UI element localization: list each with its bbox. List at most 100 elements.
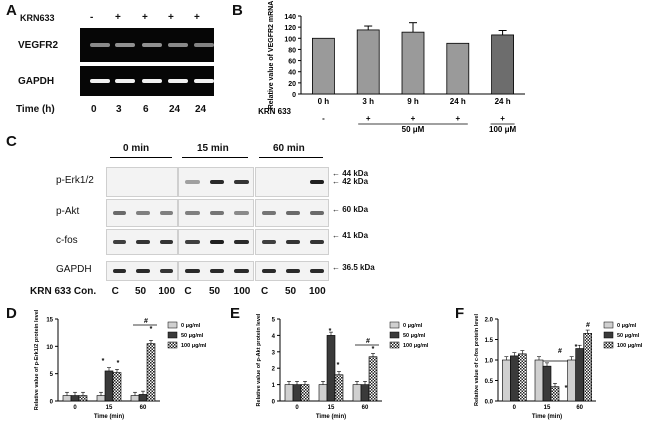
bar	[70, 395, 80, 402]
legend-swatch	[167, 341, 178, 349]
kda-label: ← 36.5 kDa	[332, 263, 375, 272]
chart-e: 0 1 2 3 4 5 Relative value of p-Akt protein le…	[256, 313, 429, 420]
treatment-sign: +	[168, 12, 174, 23]
significance-marker: *	[150, 326, 153, 333]
gapdh-gel-image	[80, 66, 214, 96]
bar	[360, 384, 370, 402]
protein-band	[136, 269, 150, 273]
significance-marker: *	[102, 358, 105, 365]
protein-band	[262, 240, 276, 244]
category-label: 60	[362, 405, 369, 411]
bar	[534, 359, 544, 402]
category-label: 15	[544, 405, 551, 411]
vegfr2-band	[90, 43, 110, 47]
category-label: 0 h	[318, 97, 330, 106]
y-tick-label: 1.0	[485, 359, 494, 365]
protein-band	[286, 211, 300, 215]
protein-band	[310, 211, 324, 215]
time-header: 0 min	[123, 143, 150, 154]
significance-marker: #	[144, 318, 148, 325]
legend-label: 0 μg/ml	[617, 323, 637, 329]
vegfr2-band	[142, 43, 162, 47]
bar	[368, 356, 378, 402]
bar	[146, 343, 156, 402]
treatment-sign: +	[500, 114, 505, 123]
legend-label: 100 μg/ml	[181, 343, 207, 349]
lane-label: 100	[158, 286, 176, 297]
treatment-sign: +	[411, 114, 416, 123]
protein-band	[209, 240, 225, 244]
y-tick-label: 5	[50, 372, 54, 378]
panel-c: 0 min 15 min 60 min p-Erk1/2 p-Akt c-fos GAPD…	[0, 133, 650, 303]
legend-label: 0 μg/ml	[403, 323, 423, 329]
gapdh-band	[115, 79, 135, 83]
chart-d: 0 5 10 15 Relative value of p-Erk1/2 protein…	[34, 309, 207, 420]
y-tick-label: 0	[272, 400, 276, 406]
significance-marker: #	[558, 348, 562, 355]
y-tick-label: 0	[50, 400, 54, 406]
y-tick-label: 2.0	[485, 318, 494, 324]
time-header: 60 min	[273, 143, 305, 154]
legend-label: 100 μg/ml	[403, 343, 429, 349]
bar	[104, 370, 114, 402]
bar	[491, 34, 515, 95]
legend-swatch	[167, 331, 178, 339]
bar	[130, 395, 140, 402]
bar	[502, 359, 511, 402]
time-header-rule	[182, 157, 248, 158]
vegfr2-band	[115, 43, 135, 47]
protein-band	[185, 180, 200, 184]
y-tick-label: 1.5	[485, 338, 494, 344]
protein-band	[209, 180, 225, 184]
treatment-sign: +	[366, 114, 371, 123]
panel-a-label: A	[6, 2, 17, 19]
protein-band	[185, 269, 200, 273]
category-label: 24 h	[450, 97, 466, 106]
protein-band	[234, 240, 249, 244]
bar	[550, 386, 560, 402]
blot-strip	[178, 167, 254, 197]
blot-strip	[255, 229, 329, 255]
category-label: 0	[295, 405, 299, 411]
gapdh-band	[142, 79, 162, 83]
bar	[401, 31, 425, 95]
blot-strip	[106, 199, 178, 227]
y-axis-label: Relative value of p-Erk1/2 protein level	[34, 309, 40, 410]
protein-band	[234, 211, 249, 215]
bar	[446, 42, 470, 95]
blot-strip	[255, 167, 329, 197]
bar	[518, 353, 527, 402]
lane-label: 50	[285, 286, 297, 297]
bar	[575, 348, 584, 402]
blot-strip	[255, 199, 329, 227]
blot-strip	[178, 199, 254, 227]
gapdh-band	[194, 79, 214, 83]
lane-label: 50	[135, 286, 147, 297]
panel-f-label: F	[455, 305, 465, 322]
time-header-rule	[259, 157, 323, 158]
blot-strip	[106, 229, 178, 255]
treatment-sign: +	[194, 12, 200, 23]
legend-swatch	[389, 321, 400, 329]
legend-swatch	[603, 341, 614, 349]
legend-swatch	[603, 331, 614, 339]
significance-marker: #	[366, 338, 370, 345]
bar	[284, 384, 294, 402]
treatment-sign: -	[90, 12, 94, 23]
kda-label: ← 42 kDa	[332, 177, 369, 186]
bar	[312, 37, 335, 95]
protein-band	[234, 269, 249, 273]
kda-label: ← 60 kDa	[332, 205, 369, 214]
time-value: 6	[143, 104, 149, 115]
chart-b: 0 20 40 60 80 100 120 140 Relative value of VEGF…	[258, 1, 525, 134]
time-value: 3	[116, 104, 122, 115]
bar	[318, 384, 328, 402]
y-tick-label: 20	[288, 81, 296, 88]
y-tick-label: 1	[272, 383, 276, 389]
legend-label: 100 μg/ml	[617, 343, 643, 349]
panel-b-label: B	[232, 2, 243, 19]
bar	[356, 29, 380, 95]
vegfr2-band	[168, 43, 188, 47]
y-tick-label: 0.0	[485, 400, 494, 406]
time-value: 0	[91, 104, 97, 115]
